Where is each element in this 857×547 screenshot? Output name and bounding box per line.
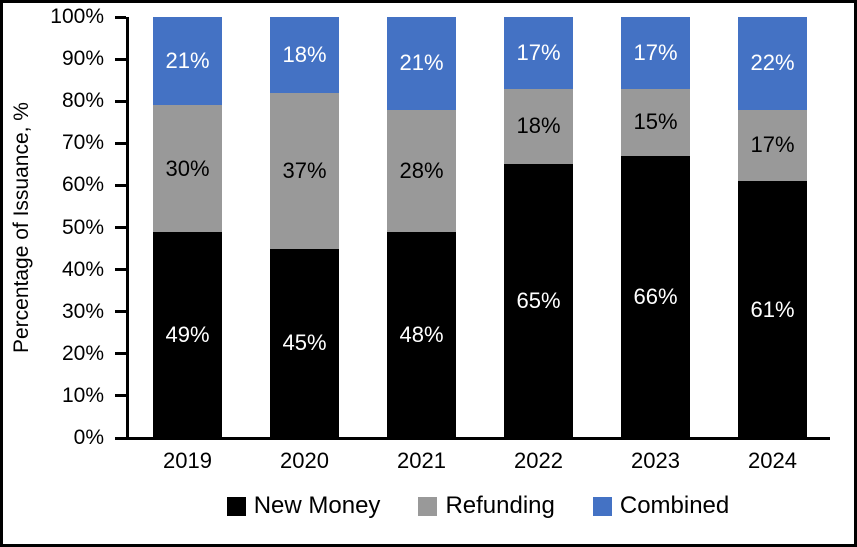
legend-swatch-icon [418,496,438,516]
y-tick-label: 100% [50,5,104,28]
x-axis-category-labels: 2019 2020 2021 2022 2023 2024 [129,448,831,474]
y-axis-tick-marks [3,3,133,544]
y-tick-mark [115,99,126,103]
y-tick-label: 90% [61,47,104,71]
segment-data-label: 61% [750,296,795,322]
x-tick-label-2024: 2024 [748,448,797,473]
segment-combined-2024: 22% [738,17,807,110]
y-tick-label: 10% [61,383,104,407]
y-tick-label: 40% [61,257,104,281]
legend-label: Combined [619,492,730,519]
legend-swatch-icon [226,496,246,516]
segment-combined-2020: 18% [270,17,339,93]
bar-2023: 17% 15% 66% [621,17,690,438]
segment-new-money-2021: 48% [387,231,456,438]
bar-slot-2022: 17% 18% 65% [480,17,597,438]
y-axis-tick-labels: 100% 90% 80% 70% 60% 50% 40% 30% 20% 10% 0% [3,3,104,544]
bar-2020: 18% 37% 45% [270,17,339,438]
y-tick-label: 50% [61,215,104,239]
x-tick-label-2023: 2023 [631,448,680,473]
bar-2019: 21% 30% 49% [153,17,222,438]
segment-refunding-2020: 37% [270,92,339,249]
bar-slot-2024: 22% 17% 61% [714,17,831,438]
segment-data-label: 21% [399,50,444,76]
y-tick-mark [115,141,126,145]
segment-new-money-2022: 65% [504,164,573,438]
bar-slot-2021: 21% 28% 48% [363,17,480,438]
legend-item-new-money: New Money [226,492,381,520]
segment-refunding-2022: 18% [504,88,573,165]
segment-refunding-2019: 30% [153,105,222,232]
segment-data-label: 28% [399,157,444,183]
segment-combined-2019: 21% [153,17,222,106]
segment-data-label: 17% [516,39,561,65]
y-tick-mark [115,57,126,61]
bar-slot-2019: 21% 30% 49% [129,17,246,438]
x-tick-label-2020: 2020 [280,448,329,473]
x-axis-line [126,437,830,440]
segment-data-label: 18% [282,41,327,67]
y-tick-mark [115,394,126,398]
segment-combined-2021: 21% [387,17,456,110]
x-tick-label-2019: 2019 [163,448,212,473]
legend-label: Refunding [445,492,555,519]
y-tick-label: 20% [61,341,104,365]
segment-data-label: 22% [750,50,795,76]
segment-new-money-2024: 61% [738,181,807,438]
y-tick-mark [115,183,126,187]
legend-item-combined: Combined [592,492,730,520]
legend: New Money Refunding Combined [126,492,830,520]
segment-refunding-2024: 17% [738,109,807,182]
y-tick-mark [115,268,126,272]
x-tick-label-2021: 2021 [397,448,446,473]
y-tick-label: 0% [73,426,104,449]
segment-data-label: 21% [165,48,210,74]
legend-label: New Money [253,492,381,519]
segment-data-label: 49% [165,321,210,347]
y-axis-line [126,17,129,440]
segment-data-label: 15% [633,109,678,135]
bar-slot-2020: 18% 37% 45% [246,17,363,438]
segment-combined-2022: 17% [504,17,573,89]
y-tick-mark [115,15,126,19]
y-tick-mark [115,352,126,356]
x-tick-label-2022: 2022 [514,448,563,473]
segment-data-label: 17% [750,132,795,158]
segment-data-label: 45% [282,330,327,356]
segment-data-label: 17% [633,39,678,65]
segment-data-label: 30% [165,155,210,181]
bar-2024: 22% 17% 61% [738,17,807,438]
y-tick-mark [115,226,126,229]
segment-refunding-2021: 28% [387,109,456,232]
legend-swatch-icon [592,496,612,516]
y-tick-mark [115,436,126,440]
segment-data-label: 18% [516,113,561,139]
segment-data-label: 37% [282,157,327,183]
segment-new-money-2023: 66% [621,155,690,438]
y-tick-label: 80% [61,89,104,113]
segment-data-label: 48% [399,321,444,347]
y-tick-label: 60% [61,173,104,197]
segment-data-label: 66% [633,283,678,309]
segment-combined-2023: 17% [621,17,690,89]
legend-item-refunding: Refunding [418,492,555,520]
segment-new-money-2019: 49% [153,231,222,438]
bar-slot-2023: 17% 15% 66% [597,17,714,438]
segment-data-label: 65% [516,288,561,314]
y-tick-label: 30% [61,299,104,323]
segment-new-money-2020: 45% [270,248,339,438]
y-tick-mark [115,310,126,314]
y-tick-label: 70% [61,131,104,155]
plot-area: 21% 30% 49% 18% 37% 45% 21% 28% 48% 17% 18% 65% 17% 1… [129,17,831,438]
bar-2022: 17% 18% 65% [504,17,573,438]
segment-refunding-2023: 15% [621,88,690,156]
bar-2021: 21% 28% 48% [387,17,456,438]
